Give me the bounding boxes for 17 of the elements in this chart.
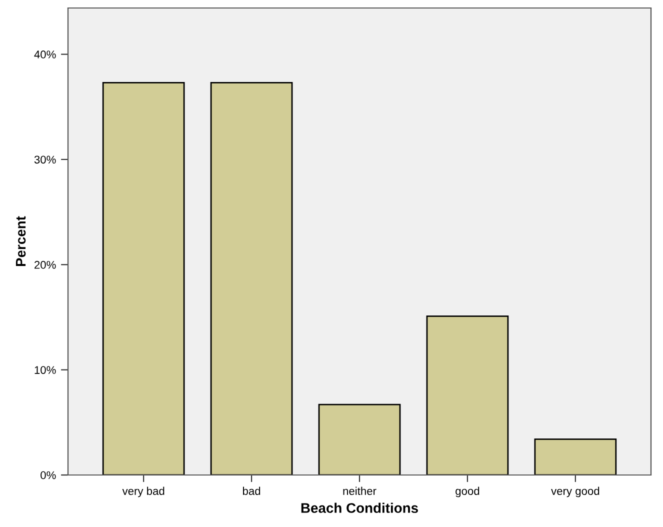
bar: [210, 82, 293, 475]
bar: [534, 438, 617, 475]
y-tick-label: 20%: [34, 260, 56, 269]
x-tick-label: very good: [551, 486, 600, 498]
y-tick-label: 10%: [34, 366, 56, 374]
x-tick-label: neither: [343, 486, 376, 495]
bar: [102, 82, 185, 475]
y-axis-title: Percent: [16, 216, 26, 266]
y-tick-label: 40%: [34, 50, 56, 58]
y-tick-label: 30%: [34, 156, 56, 164]
x-tick-label: good: [456, 486, 480, 498]
x-tick-label: very bad: [122, 486, 164, 498]
x-tick-label: bad: [242, 486, 260, 495]
x-axis-title: Beach Conditions: [301, 502, 418, 513]
bar: [426, 315, 509, 475]
bar: [318, 404, 401, 475]
y-tick-label: 0%: [40, 471, 56, 480]
